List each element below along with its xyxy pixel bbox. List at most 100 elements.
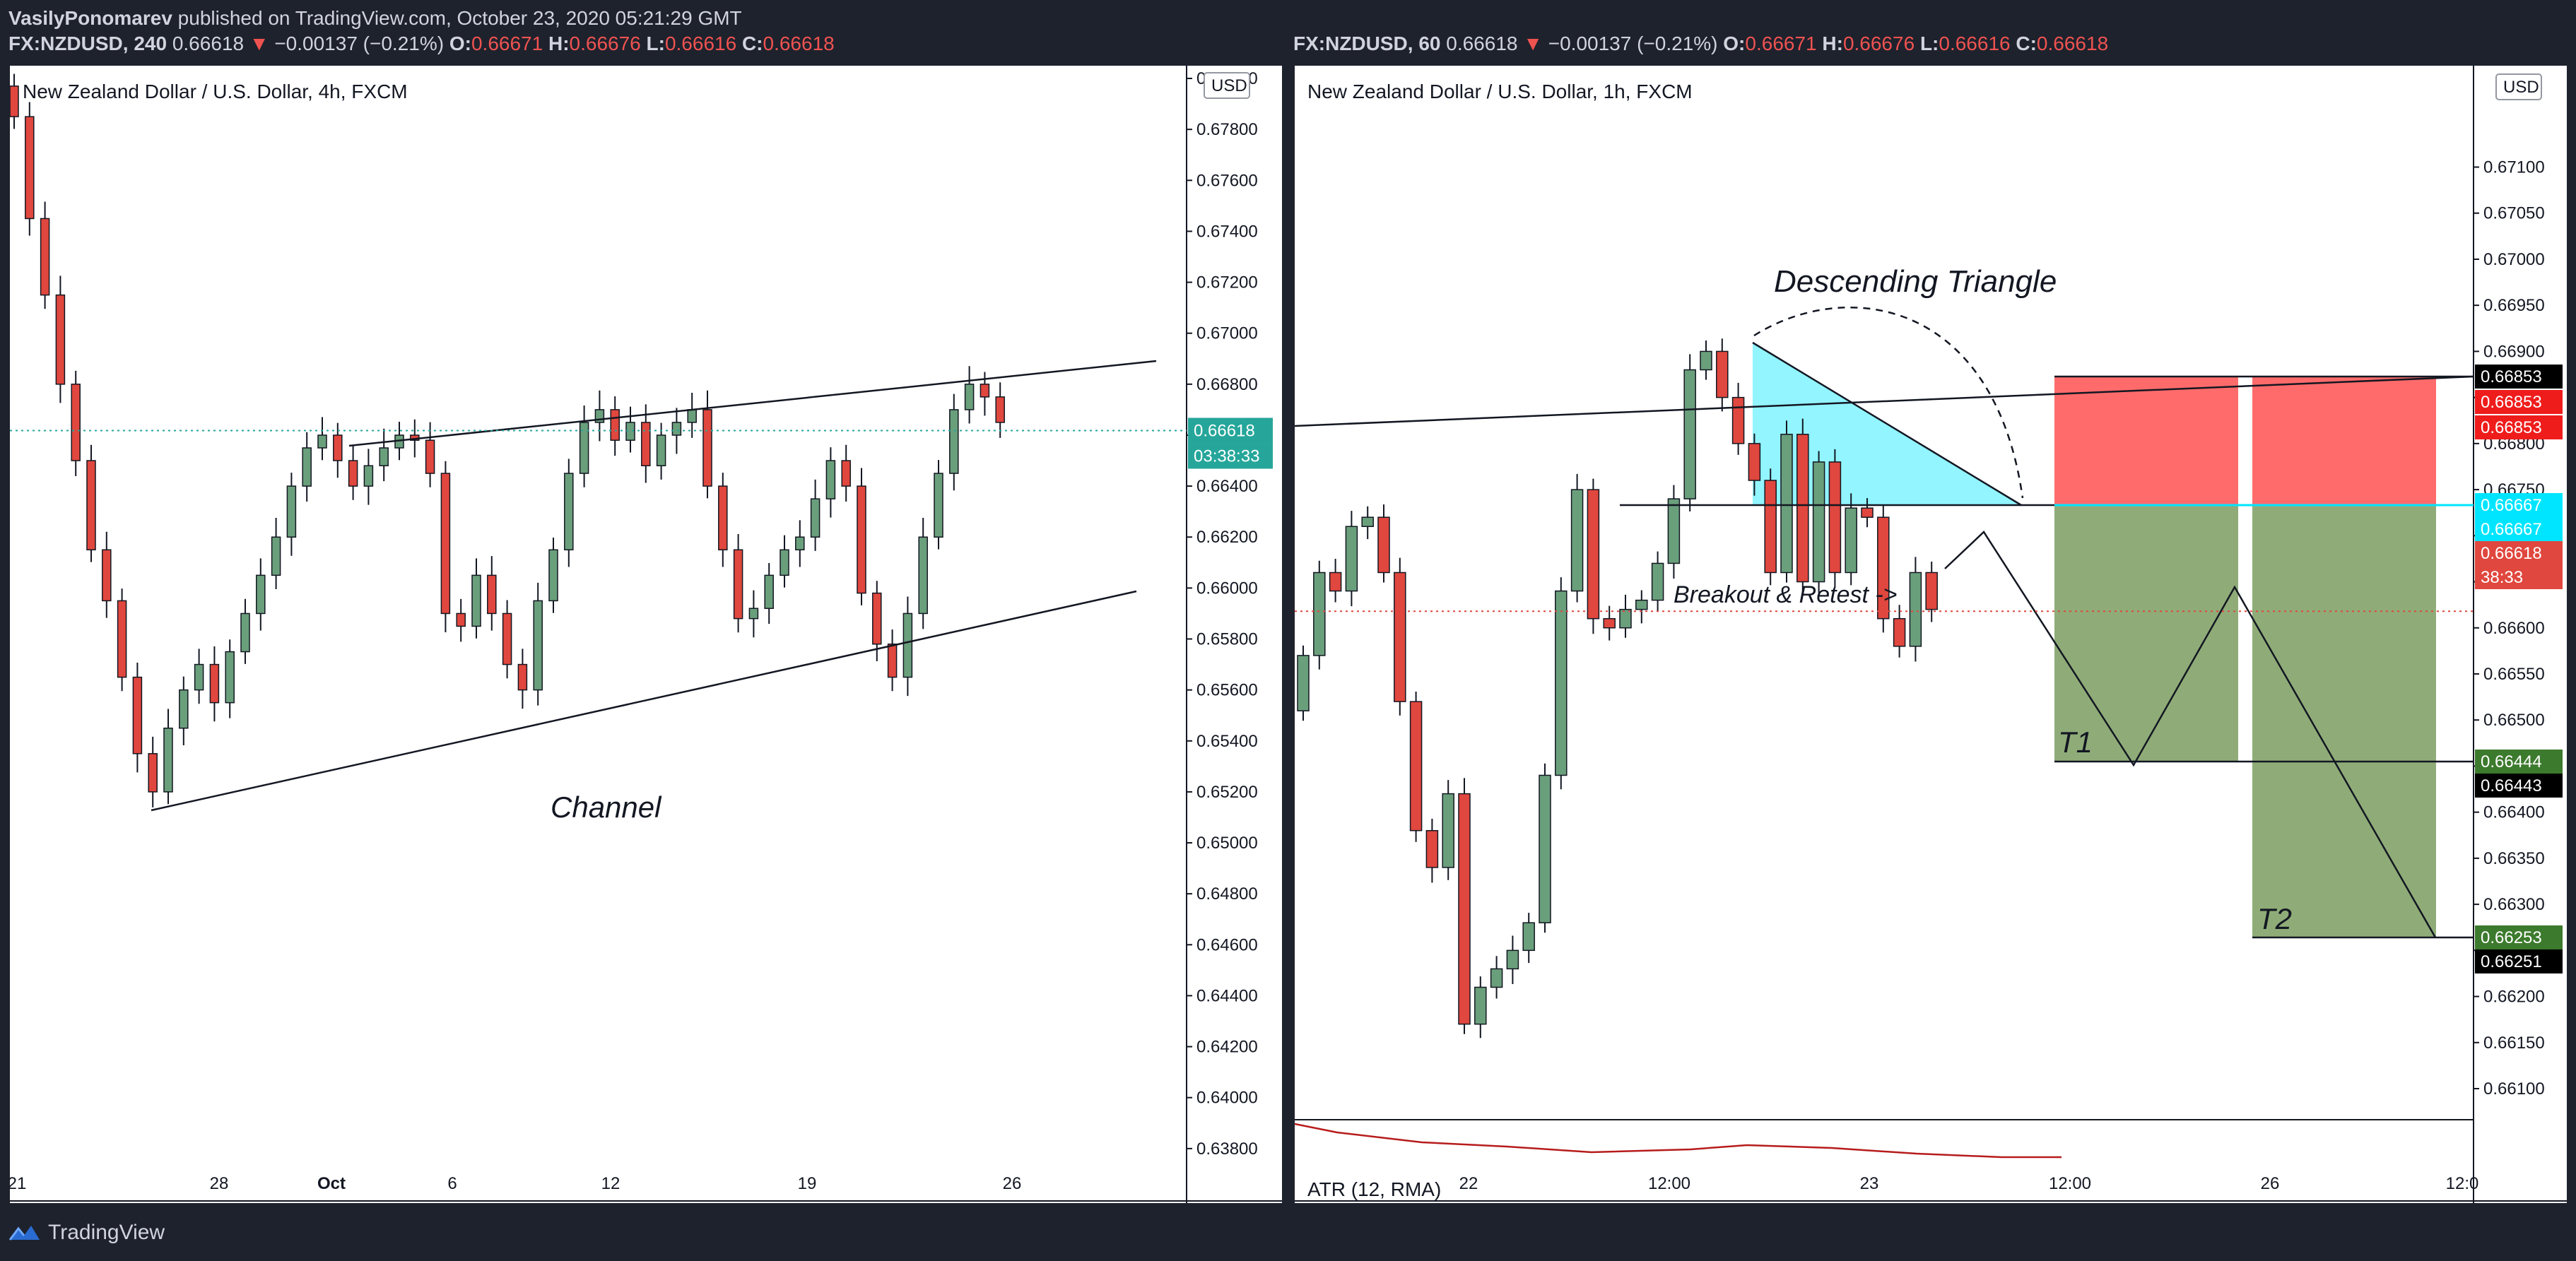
candle-body xyxy=(148,753,158,793)
candle-body xyxy=(610,409,620,441)
right-ohlc-legend: FX:NZDUSD, 60 0.66618 ▼ −0.00137 (−0.21%… xyxy=(1293,32,2108,55)
candle-body xyxy=(348,460,358,487)
right-open: 0.66671 xyxy=(1745,32,1817,54)
candle-body xyxy=(1812,461,1825,583)
author-name[interactable]: VasilyPonomarev xyxy=(8,7,172,29)
candle-body xyxy=(533,600,543,691)
candle-body xyxy=(1313,572,1326,656)
candle-body xyxy=(1683,369,1696,499)
left-chart-svg[interactable]: New Zealand Dollar / U.S. Dollar, 4h, FX… xyxy=(10,66,1282,1203)
price-tick-label: 0.65800 xyxy=(1196,630,1258,649)
candle-body xyxy=(980,384,990,398)
time-tick-label: 6 xyxy=(447,1174,457,1193)
last-price-tag-label: 0.66618 xyxy=(1194,421,1255,440)
price-tick-label: 0.66500 xyxy=(2483,711,2545,730)
price-tick-label: 0.67100 xyxy=(2483,158,2545,177)
right-close: 0.66618 xyxy=(2036,32,2109,54)
triangle-height-arc xyxy=(1753,306,2024,499)
currency-button xyxy=(2495,73,2542,100)
candle-body xyxy=(718,485,728,551)
price-tick-label: 0.64600 xyxy=(1196,935,1258,954)
price-tag-label: 0.66444 xyxy=(2481,752,2542,771)
candle-body xyxy=(1845,507,1857,574)
left-ohlc-legend: FX:NZDUSD, 240 0.66618 ▼ −0.00137 (−0.21… xyxy=(8,32,835,55)
candle-body xyxy=(132,676,143,754)
candle-body xyxy=(857,485,866,594)
price-tick-label: 0.66400 xyxy=(2483,803,2545,822)
currency-button xyxy=(1204,72,1250,99)
left-open-label: O: xyxy=(449,32,471,54)
candle-body xyxy=(1329,572,1342,592)
candle-body xyxy=(702,409,712,487)
right-change: −0.00137 (−0.21%) xyxy=(1548,32,1718,54)
time-tick-label: 12:00 xyxy=(2049,1174,2091,1193)
projected-path xyxy=(1944,531,2437,938)
candle-body xyxy=(1861,507,1874,518)
candle-body xyxy=(425,439,435,474)
atr-line xyxy=(1295,1123,2062,1159)
candle-body xyxy=(240,612,250,653)
right-close-label: C: xyxy=(2016,32,2037,54)
price-tag-label: 38:33 xyxy=(2481,568,2523,587)
candle-body xyxy=(1603,617,1616,629)
candle-body xyxy=(748,608,759,620)
price-tick-label: 0.64400 xyxy=(1196,986,1258,1005)
price-tag-label: 0.66667 xyxy=(2481,520,2542,539)
footer: TradingView xyxy=(0,1204,2576,1261)
tradingview-logo[interactable]: TradingView xyxy=(8,1219,165,1247)
candle-body xyxy=(579,422,589,474)
candle-body xyxy=(934,473,943,538)
right-open-label: O: xyxy=(1723,32,1746,54)
right-chart-svg[interactable]: New Zealand Dollar / U.S. Dollar, 1h, FX… xyxy=(1295,66,2567,1203)
down-arrow-icon: ▼ xyxy=(249,32,269,54)
time-tick-label: 23 xyxy=(1860,1174,1879,1193)
candle-body xyxy=(780,549,789,576)
price-tick-label: 0.65600 xyxy=(1196,681,1258,700)
candle-body xyxy=(918,536,928,615)
price-tick-label: 0.66300 xyxy=(2483,895,2545,914)
candle-body xyxy=(1925,572,1938,610)
candle-body xyxy=(887,643,898,678)
candle-body xyxy=(1458,793,1471,1025)
price-tag-label: 0.66618 xyxy=(2481,544,2542,563)
candle-body xyxy=(1377,516,1390,574)
candle-body xyxy=(86,460,96,551)
candle-body xyxy=(517,663,528,691)
candle-body xyxy=(487,574,497,615)
candle-body xyxy=(1667,498,1681,564)
candle-body xyxy=(1474,986,1487,1025)
price-tag xyxy=(2475,949,2563,973)
right-chart-panel[interactable]: New Zealand Dollar / U.S. Dollar, 1h, FX… xyxy=(1295,66,2567,1203)
price-tick-label: 0.65400 xyxy=(1196,732,1258,751)
price-tick-label: 0.66150 xyxy=(2483,1034,2545,1053)
price-tag-label: 0.66251 xyxy=(2481,952,2542,971)
candle-body xyxy=(1619,608,1632,629)
candle-body xyxy=(1893,617,1906,647)
candle-body xyxy=(271,536,281,576)
candle-body xyxy=(286,485,297,538)
candle-body xyxy=(102,549,112,602)
candle-body xyxy=(40,218,50,296)
tradingview-logo-icon xyxy=(8,1226,40,1241)
price-tick-label: 0.66550 xyxy=(2483,665,2545,684)
price-tag xyxy=(2475,365,2563,389)
stop-loss-zone-t1 xyxy=(2054,377,2238,505)
descending-triangle-label: Descending Triangle xyxy=(1774,264,2057,299)
right-low: 0.66616 xyxy=(1939,32,2011,54)
price-tick-label: 0.67400 xyxy=(1196,222,1258,241)
candle-body xyxy=(733,549,743,620)
candle-body xyxy=(656,434,666,467)
t1-label: T1 xyxy=(2058,726,2093,759)
candle-body xyxy=(1587,489,1600,620)
breakout-retest-label: Breakout & Retest -> xyxy=(1674,581,1898,608)
candle-body xyxy=(795,536,805,551)
down-arrow-icon: ▼ xyxy=(1523,32,1543,54)
candle-body xyxy=(1780,434,1793,574)
price-tick-label: 0.66600 xyxy=(2483,619,2545,638)
price-tag-label: 0.66853 xyxy=(2481,418,2542,437)
price-tag xyxy=(2475,774,2563,798)
left-chart-panel[interactable]: New Zealand Dollar / U.S. Dollar, 4h, FX… xyxy=(10,66,1282,1203)
time-tick-label: 22 xyxy=(1459,1174,1478,1193)
candle-body xyxy=(1361,516,1374,528)
left-symbol: FX:NZDUSD, 240 xyxy=(8,32,167,54)
